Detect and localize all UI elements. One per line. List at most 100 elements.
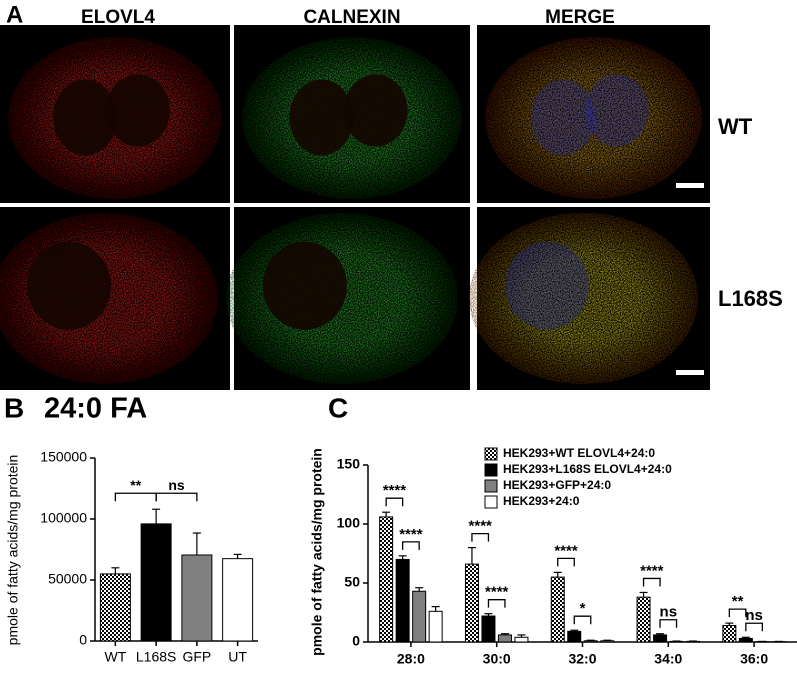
significance-label: ** — [130, 477, 141, 493]
error-bar — [570, 629, 579, 632]
bar — [567, 630, 582, 643]
bar — [514, 636, 529, 643]
significance-bracket — [385, 497, 404, 507]
error-bar — [586, 639, 595, 641]
significance-bracket — [114, 492, 157, 502]
bar — [653, 634, 668, 643]
x-tick-label: WT — [104, 649, 126, 665]
significance-bracket — [659, 619, 678, 628]
y-axis-label: pmole of fatty acids/mg protein — [5, 455, 21, 646]
significance-label: ** — [732, 593, 744, 610]
significance-bracket — [487, 599, 506, 608]
legend-label: HEK293+L168S ELOVL4+24:0 — [503, 462, 672, 476]
micrograph — [477, 25, 710, 203]
error-bar — [725, 622, 734, 626]
nucleus — [106, 74, 170, 147]
bar — [600, 640, 615, 643]
y-axis-label: pmole of fatty acids/mg protein — [309, 448, 325, 656]
legend-label: HEK293+GFP+24:0 — [503, 478, 611, 492]
scale-bar — [676, 183, 704, 188]
x-tick-label: 28:0 — [397, 651, 425, 667]
error-bar — [553, 571, 562, 578]
error-bar — [382, 511, 391, 517]
legend-label: HEK293+24:0 — [503, 494, 580, 508]
significance-label: **** — [554, 542, 578, 559]
bar — [379, 516, 394, 643]
nucleus — [289, 79, 354, 156]
nucleus — [504, 241, 589, 330]
legend-swatch — [484, 495, 498, 509]
y-tick-label: 100 — [337, 515, 361, 531]
bar — [481, 615, 496, 643]
row-label: L168S — [718, 286, 783, 311]
bar — [636, 596, 651, 643]
bar — [464, 563, 479, 643]
legend-swatch — [484, 463, 498, 477]
panel-label: B — [4, 392, 24, 423]
scale-bar — [676, 370, 704, 375]
panel-label: C — [328, 392, 348, 423]
bar — [722, 624, 737, 643]
nucleus — [531, 79, 596, 156]
significance-bracket — [402, 541, 420, 550]
error-bar — [517, 634, 526, 638]
micrograph — [0, 25, 230, 203]
micrographs — [0, 25, 710, 390]
significance-bracket — [155, 492, 198, 502]
error-bar — [398, 555, 407, 560]
legend-swatch — [484, 479, 498, 493]
significance-label: **** — [469, 518, 493, 535]
micrograph — [234, 25, 470, 203]
y-tick-label: 0 — [79, 632, 87, 648]
x-tick-label: GFP — [182, 649, 211, 665]
significance-label: ns — [168, 477, 185, 493]
bar — [181, 554, 213, 642]
error-bar — [656, 633, 665, 635]
significance-bracket — [745, 622, 763, 632]
nucleus — [584, 74, 649, 147]
significance-bracket — [471, 532, 490, 542]
significance-label: **** — [399, 526, 423, 543]
y-tick-label: 150000 — [40, 449, 87, 465]
x-tick-label: 32:0 — [568, 651, 596, 667]
error-bar — [233, 553, 242, 559]
y-tick-label: 0 — [352, 633, 360, 649]
bar — [583, 640, 598, 643]
error-bar — [484, 613, 493, 617]
x-tick-label: 36:0 — [740, 651, 768, 667]
nucleus — [27, 241, 111, 330]
error-bar — [741, 636, 750, 639]
error-bar — [603, 639, 612, 641]
nucleus — [262, 241, 347, 330]
row-label: WT — [718, 114, 753, 139]
nucleus — [53, 79, 118, 156]
x-tick-label: UT — [228, 649, 247, 665]
significance-bracket — [728, 608, 747, 618]
y-tick-label: 100000 — [40, 510, 87, 526]
nucleus — [343, 74, 408, 147]
y-tick-label: 150 — [337, 456, 361, 472]
panel-label: A — [6, 1, 23, 28]
error-bar — [152, 508, 161, 524]
bar — [738, 637, 753, 643]
column-label: CALNEXIN — [303, 7, 400, 28]
error-bar — [639, 591, 648, 598]
micrograph — [469, 207, 710, 390]
x-tick-label: 34:0 — [654, 651, 682, 667]
error-bar — [500, 633, 509, 635]
significance-label: **** — [383, 482, 407, 499]
significance-bracket — [642, 577, 661, 587]
x-tick-label: 30:0 — [483, 651, 511, 667]
significance-label: ns — [660, 604, 678, 621]
chart-title: 24:0 FA — [44, 393, 147, 425]
bar — [412, 590, 427, 643]
legend-label: HEK293+WT ELOVL4+24:0 — [503, 446, 655, 460]
y-tick-label: 50 — [344, 574, 360, 590]
bar — [222, 558, 254, 642]
error-bar — [111, 567, 120, 574]
column-label: ELOVL4 — [81, 7, 155, 28]
bar — [140, 523, 172, 642]
legend-swatch — [484, 447, 498, 461]
y-tick-label: 50000 — [48, 571, 87, 587]
